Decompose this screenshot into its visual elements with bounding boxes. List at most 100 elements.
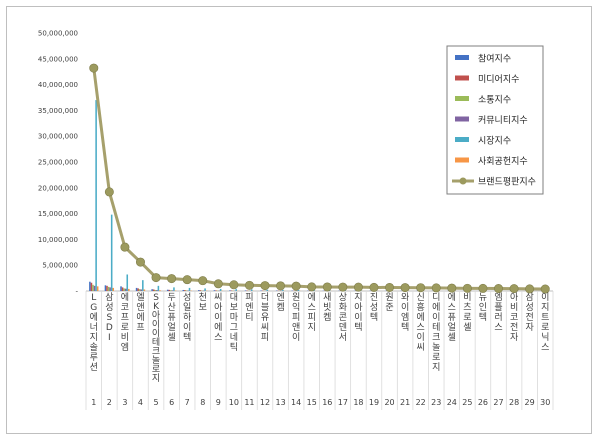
bar <box>110 214 113 291</box>
category-index-label: 27 <box>493 398 503 407</box>
legend-label: 사회공헌지수 <box>478 156 528 167</box>
category-index-label: 30 <box>540 398 550 407</box>
line-point <box>385 282 395 292</box>
legend-swatch <box>455 116 469 122</box>
bar <box>120 286 122 291</box>
category-index-label: 11 <box>244 398 254 407</box>
bar <box>213 290 216 291</box>
category-index-label: 14 <box>291 398 301 407</box>
bar <box>171 290 174 291</box>
bar <box>157 285 160 291</box>
bar <box>152 289 155 291</box>
line-point <box>276 281 286 291</box>
bar <box>244 290 247 291</box>
category-index-label: 9 <box>216 398 221 407</box>
y-tick-label: 5,000,000 <box>42 262 78 270</box>
line-point <box>540 284 550 294</box>
y-tick-label: 35,000,000 <box>38 107 78 115</box>
bar <box>112 287 115 291</box>
bar <box>140 289 143 291</box>
bar <box>109 287 111 291</box>
bar <box>142 280 144 291</box>
category-index-label: 28 <box>509 398 519 407</box>
bar <box>96 286 99 291</box>
category-index-label: 6 <box>169 398 174 407</box>
bar <box>121 287 124 291</box>
line-point <box>198 276 208 286</box>
line-point <box>322 282 332 292</box>
legend-label: 소통지수 <box>478 95 511 106</box>
bar <box>198 290 200 291</box>
y-tick-label: 40,000,000 <box>38 81 78 89</box>
y-tick-label: 15,000,000 <box>38 210 78 218</box>
y-tick-label: - <box>75 288 78 296</box>
bar <box>215 290 217 291</box>
bar <box>182 289 185 291</box>
line-point <box>213 279 223 289</box>
category-index-label: 22 <box>416 398 426 407</box>
legend-label: 커뮤니티지수 <box>478 115 528 126</box>
bar <box>204 288 206 291</box>
bar <box>297 289 300 291</box>
legend-label: 참여지수 <box>478 53 511 65</box>
bar <box>185 290 188 291</box>
legend-swatch <box>455 137 469 142</box>
category-index-label: 24 <box>447 398 457 407</box>
bar <box>282 289 284 291</box>
y-tick-label: 20,000,000 <box>38 184 78 192</box>
legend-swatch <box>455 75 469 81</box>
line-point <box>494 284 504 294</box>
legend-label: 미디어지수 <box>478 74 519 85</box>
bar <box>104 285 107 291</box>
line-point <box>291 281 301 291</box>
legend-label: 브랜드평판지수 <box>478 177 536 188</box>
line-point <box>229 280 239 290</box>
line-point <box>151 273 161 283</box>
line-point <box>167 274 177 284</box>
bar <box>230 290 233 291</box>
bar <box>168 289 171 291</box>
line-point <box>525 284 535 294</box>
bar <box>106 285 108 291</box>
category-index-label: 20 <box>384 398 394 407</box>
line-point <box>478 283 488 293</box>
category-index-label: 29 <box>525 398 535 407</box>
category-index-label: 1 <box>91 398 96 407</box>
category-index-label: 23 <box>431 398 441 407</box>
category-index-label: 3 <box>122 398 127 407</box>
bar <box>173 287 175 291</box>
line-point <box>509 284 519 294</box>
legend-swatch <box>455 55 469 60</box>
line-point <box>447 283 457 293</box>
legend-swatch <box>455 157 469 163</box>
category-index-label: 18 <box>353 398 363 407</box>
bar <box>128 288 130 291</box>
bar <box>90 282 93 291</box>
bar <box>151 289 153 291</box>
line-point <box>369 282 379 292</box>
bar <box>170 290 172 291</box>
bar <box>235 289 237 291</box>
bar <box>251 289 253 291</box>
line-point <box>244 280 254 290</box>
bar <box>135 287 138 291</box>
